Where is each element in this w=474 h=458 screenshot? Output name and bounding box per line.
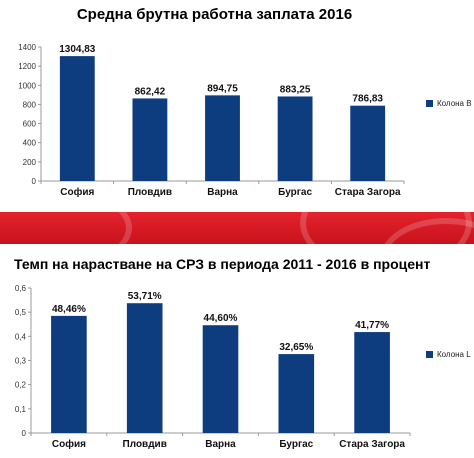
legend-label: Колона B: [437, 99, 472, 108]
x-tick-label: Варна: [205, 439, 236, 450]
data-label: 53,71%: [128, 291, 162, 302]
data-label: 862,42: [135, 86, 166, 97]
x-tick-label: Бургас: [278, 187, 312, 198]
x-tick-label: Стара Загора: [339, 439, 405, 450]
data-label: 44,60%: [204, 313, 238, 324]
y-tick-label: 1000: [18, 81, 36, 90]
growth-chart: 0 0,1 0,2 0,3 0,4 0,5 0,6 48,46% София 53,71% Плов…: [15, 284, 411, 450]
bar: [132, 98, 168, 181]
data-label: 48,46%: [52, 304, 86, 315]
y-tick-label: 0,1: [15, 405, 27, 414]
bar: [205, 95, 240, 181]
bar: [277, 96, 313, 181]
salary-chart-legend: Колона B: [426, 99, 472, 108]
x-tick-label: София: [60, 186, 94, 198]
bar: [354, 332, 390, 433]
y-tick-label: 1200: [18, 62, 36, 71]
y-tick-label: 0: [32, 177, 37, 186]
growth-chart-panel: Темп на нарастване на СРЗ в периода 2011…: [0, 244, 474, 458]
x-tick-label: Варна: [207, 187, 238, 198]
salary-chart: 0 200 400 600 800 1000 1200 1400 1304,83 София 862…: [18, 43, 405, 198]
growth-chart-legend: Колона L: [426, 350, 471, 359]
bar: [278, 354, 315, 433]
y-tick-label: 0,3: [15, 357, 27, 366]
section-divider-banner: [0, 212, 474, 244]
data-label: 883,25: [280, 84, 311, 95]
bar: [350, 105, 386, 181]
x-tick-label: София: [52, 438, 86, 450]
bar: [51, 315, 87, 433]
y-tick-label: 0,2: [15, 381, 27, 390]
x-tick-label: Пловдив: [128, 187, 172, 198]
y-tick-label: 1400: [18, 43, 36, 52]
x-tick-label: Стара Загора: [335, 187, 401, 198]
data-label: 32,65%: [279, 342, 313, 353]
x-tick-label: Бургас: [279, 439, 313, 450]
y-tick-label: 200: [23, 158, 37, 167]
bar: [59, 56, 95, 181]
growth-chart-title: Темп на нарастване на СРЗ в периода 2011…: [14, 256, 431, 272]
y-tick-label: 400: [23, 139, 37, 148]
data-label: 894,75: [207, 83, 238, 94]
y-tick-label: 0: [22, 429, 27, 438]
legend-label: Колона L: [437, 350, 471, 359]
data-label: 41,77%: [355, 320, 389, 331]
data-label: 1304,83: [59, 44, 96, 55]
y-tick-label: 600: [23, 120, 37, 129]
salary-chart-title: Средна брутна работна заплата 2016: [76, 6, 353, 23]
salary-chart-panel: Средна брутна работна заплата 2016 0 200 4…: [0, 0, 474, 212]
legend-swatch: [426, 351, 433, 358]
x-tick-label: Пловдив: [123, 439, 167, 450]
bar: [202, 325, 239, 433]
legend-swatch: [426, 100, 433, 107]
y-tick-label: 0,6: [15, 284, 27, 293]
y-tick-label: 0,5: [15, 308, 27, 317]
bar: [126, 303, 163, 433]
y-tick-label: 800: [23, 100, 37, 109]
y-tick-label: 0,4: [15, 332, 27, 341]
data-label: 786,83: [352, 94, 383, 105]
